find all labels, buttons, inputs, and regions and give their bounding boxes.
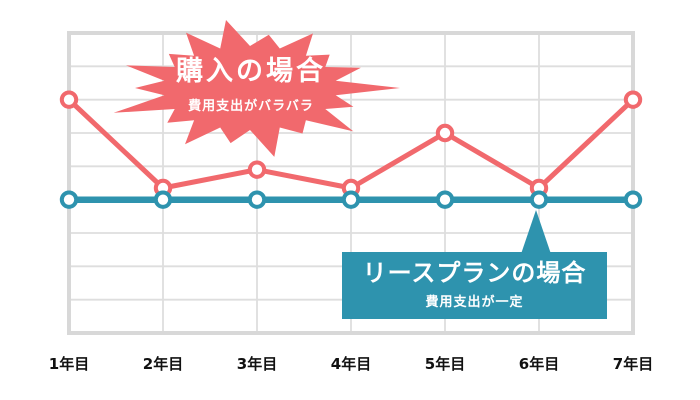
lease-annotation-subtitle: 費用支出が一定 [425, 295, 524, 310]
purchase-starburst-shape [113, 20, 400, 157]
x-axis-label-1: 1年目 [48, 355, 90, 373]
lease-callout-pointer [521, 210, 551, 254]
series-1-point-5 [435, 190, 455, 209]
series-0-point-1 [59, 90, 79, 109]
x-axis-label-5: 5年目 [424, 355, 466, 373]
series-0-point-3 [247, 160, 267, 179]
x-axis-label-3: 3年目 [236, 355, 278, 373]
series-1-point-3 [247, 190, 267, 209]
plot-frame [67, 31, 635, 335]
lease-annotation: リースプランの場合 費用支出が一定 [342, 252, 607, 319]
lease-annotation-title: リースプランの場合 [362, 259, 587, 287]
x-axis-label-4: 4年目 [330, 355, 372, 373]
series-1-point-2 [153, 190, 173, 209]
series-1-point-1 [59, 190, 79, 209]
x-axis-label-2: 2年目 [142, 355, 184, 373]
x-axis-label-7: 7年目 [612, 355, 654, 373]
series-1-point-7 [623, 190, 643, 209]
x-axis-label-6: 6年目 [518, 355, 560, 373]
series-0-point-7 [623, 90, 643, 109]
series-0-point-5 [435, 123, 455, 143]
series-1-point-4 [341, 190, 361, 209]
series-1-point-6 [529, 190, 549, 209]
